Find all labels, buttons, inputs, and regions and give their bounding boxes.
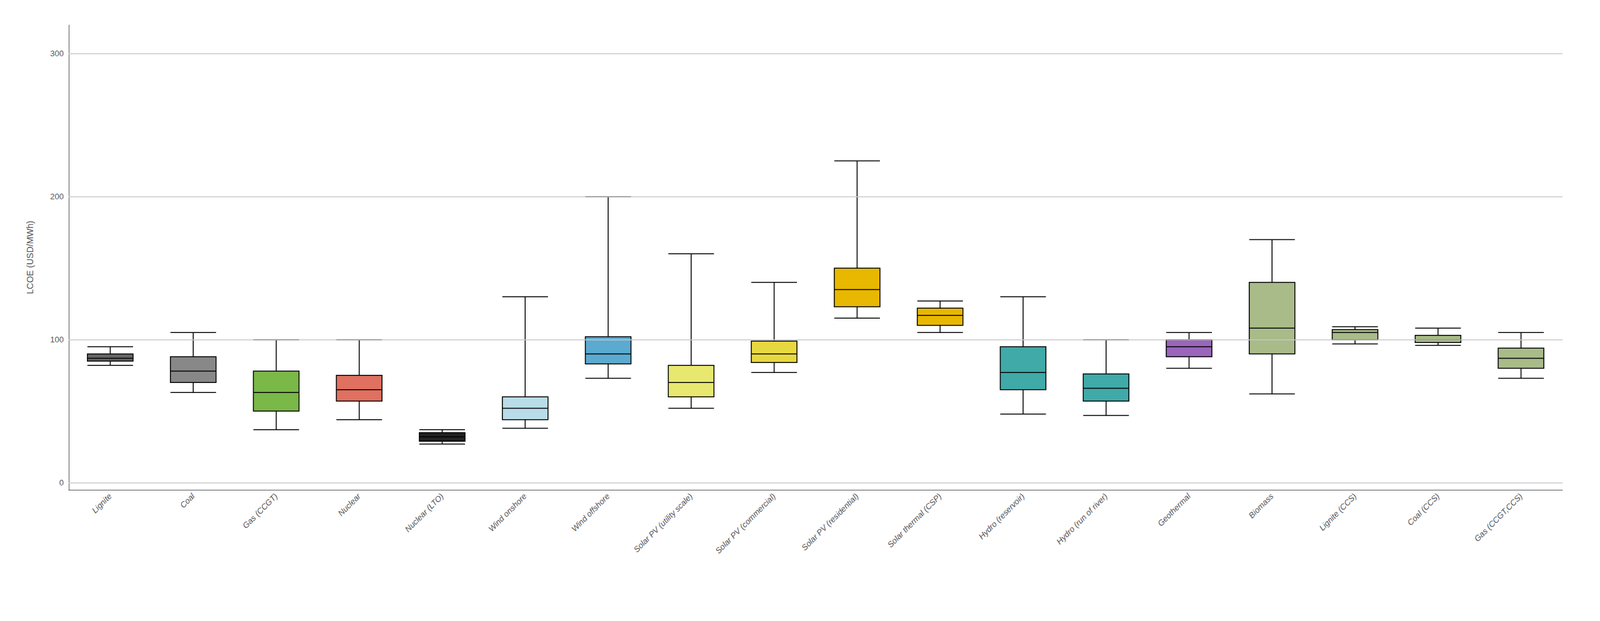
svg-text:100: 100	[50, 335, 64, 345]
svg-text:Wind onshore: Wind onshore	[486, 491, 529, 534]
svg-text:Wind offshore: Wind offshore	[569, 491, 612, 534]
svg-text:300: 300	[50, 48, 64, 59]
svg-text:Nuclear (LTO): Nuclear (LTO)	[403, 491, 446, 535]
svg-text:200: 200	[50, 191, 64, 202]
svg-text:Solar PV (utility scale): Solar PV (utility scale)	[631, 491, 695, 555]
svg-text:Hydro (reservoir): Hydro (reservoir)	[976, 491, 1027, 542]
svg-text:Coal: Coal	[178, 491, 197, 510]
svg-text:Solar PV (commercial): Solar PV (commercial)	[713, 491, 777, 556]
svg-text:Hydro (run of river): Hydro (run of river)	[1054, 491, 1110, 547]
svg-text:Geothermal: Geothermal	[1155, 491, 1193, 529]
svg-text:0: 0	[59, 478, 64, 488]
svg-text:LCOE (USD/MWh): LCOE (USD/MWh)	[25, 220, 35, 294]
svg-text:Solar thermal (CSP): Solar thermal (CSP)	[885, 491, 944, 550]
svg-text:Solar PV (residential): Solar PV (residential)	[799, 491, 860, 553]
svg-text:Gas (CCGT): Gas (CCGT)	[240, 491, 280, 531]
svg-text:Biomass: Biomass	[1246, 491, 1276, 520]
svg-text:Nuclear: Nuclear	[336, 491, 364, 519]
svg-text:Gas (CCGT,CCS): Gas (CCGT,CCS)	[1472, 491, 1525, 544]
svg-text:Coal (CCS): Coal (CCS)	[1405, 491, 1442, 529]
svg-text:Lignite: Lignite	[90, 491, 114, 516]
svg-text:Lignite (CCS): Lignite (CCS)	[1317, 491, 1359, 534]
